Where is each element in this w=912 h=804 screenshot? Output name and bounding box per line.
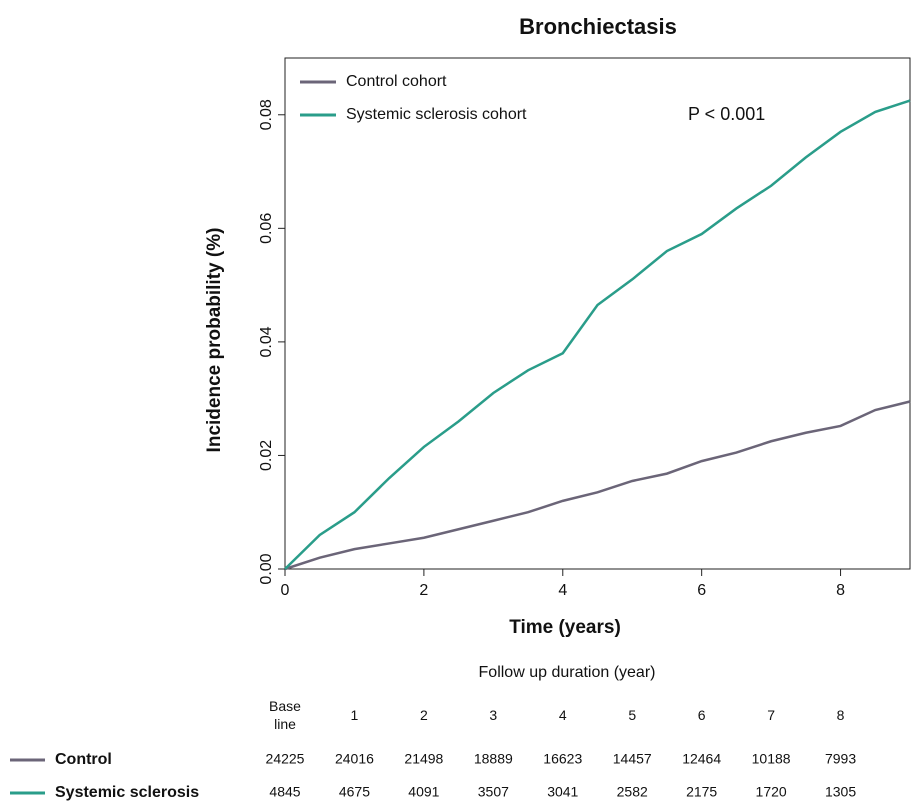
risk-count: 10188 — [752, 751, 791, 767]
risk-count: 18889 — [474, 751, 513, 767]
risk-count: 4091 — [408, 784, 439, 800]
column-header: Base line — [269, 697, 301, 732]
risk-count: 1305 — [825, 784, 856, 800]
column-header: 3 — [489, 706, 498, 723]
risk-count: 3507 — [478, 784, 509, 800]
risk-table-header: 1 — [350, 706, 359, 723]
plot-frame — [284, 57, 911, 570]
x-tick-label: 2 — [419, 582, 428, 599]
risk-count: 16623 — [543, 751, 582, 767]
risk-count: 12464 — [682, 751, 721, 767]
chart-title: Bronchiectasis — [519, 14, 677, 39]
risk-count: 2175 — [686, 784, 717, 800]
risk-table-header: 4 — [558, 706, 567, 723]
risk-count: 1720 — [756, 784, 787, 800]
risk-table-header: 6 — [697, 706, 706, 723]
x-tick-label: 4 — [558, 582, 567, 599]
column-header: 4 — [558, 706, 567, 723]
column-header: 8 — [836, 706, 845, 723]
column-header: 6 — [697, 706, 706, 723]
legend-label: Systemic sclerosis cohort — [346, 106, 527, 123]
risk-count: 7993 — [825, 751, 856, 767]
risk-table-header: 3 — [489, 706, 498, 723]
legend-label: Control cohort — [346, 73, 447, 90]
risk-table-title: Follow up duration (year) — [479, 664, 656, 681]
y-tick-label: 0.00 — [258, 553, 275, 584]
x-tick-label: 0 — [281, 582, 290, 599]
risk-count: 2582 — [617, 784, 648, 800]
risk-table-header: Base line — [269, 697, 301, 732]
x-tick-label: 6 — [697, 582, 706, 599]
series-line — [284, 400, 911, 571]
column-header: 1 — [350, 706, 359, 723]
risk-table-header: 7 — [767, 706, 775, 723]
risk-count: 4845 — [269, 784, 300, 800]
column-header: 5 — [628, 706, 637, 723]
column-header: 7 — [767, 706, 775, 723]
y-tick-label: 0.08 — [258, 99, 275, 130]
risk-count: 24016 — [335, 751, 374, 767]
risk-count: 4675 — [339, 784, 370, 800]
y-axis-label: Incidence probability (%) — [204, 228, 225, 453]
series-line — [284, 99, 911, 570]
y-tick-label: 0.04 — [258, 326, 275, 357]
risk-table-header: 8 — [836, 706, 845, 723]
column-header: 2 — [419, 706, 428, 723]
risk-count: 3041 — [547, 784, 578, 800]
row-label: Control — [55, 751, 112, 768]
risk-count: 24225 — [266, 751, 305, 767]
x-tick-label: 8 — [836, 582, 845, 599]
risk-count: 21498 — [404, 751, 443, 767]
row-label: Systemic sclerosis — [55, 784, 199, 801]
y-tick-label: 0.02 — [258, 440, 275, 471]
risk-count: 14457 — [613, 751, 652, 767]
risk-table-header: 2 — [419, 706, 428, 723]
y-tick-label: 0.06 — [258, 213, 275, 244]
p-value: P < 0.001 — [688, 104, 765, 124]
x-axis-label: Time (years) — [509, 617, 621, 638]
risk-table-header: 5 — [628, 706, 637, 723]
